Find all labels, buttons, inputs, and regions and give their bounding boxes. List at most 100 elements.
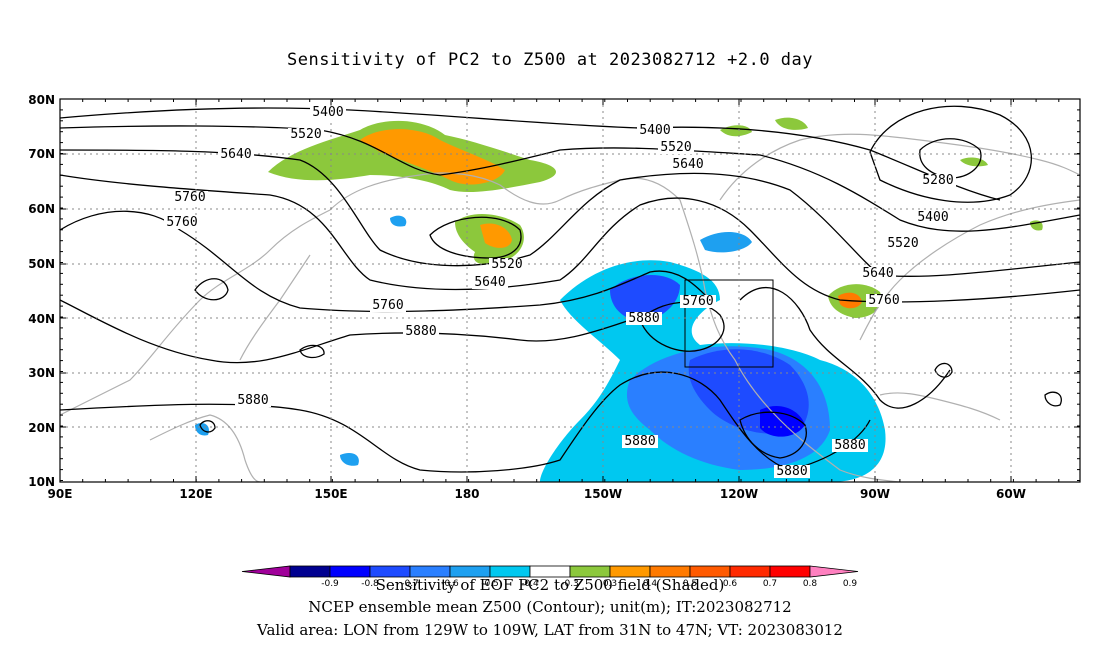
contour-line — [639, 301, 725, 352]
contour-line — [934, 362, 953, 378]
lat-tick-label: 50N — [28, 257, 55, 271]
contour-line — [739, 286, 951, 409]
contour-label: 5520 — [887, 236, 918, 251]
footer-line-1: Sensitivity of EOF PC2 to Z500 field (Sh… — [375, 576, 725, 594]
contour-label-bg — [370, 299, 406, 312]
colorbar-label: 0.5 — [683, 579, 697, 589]
colorbar: -0.9 -0.8 -0.7 -0.6 -0.5 -0.4 -0.3 0.3 0.4 0.5 0.6… — [241, 565, 859, 589]
lat-tick-label: 10N — [28, 475, 55, 489]
colorbar-label: -0.4 — [521, 579, 539, 589]
positive-region — [480, 223, 512, 248]
coastline — [719, 133, 1080, 201]
negative-region — [760, 405, 805, 437]
contour-label: 5760 — [868, 293, 899, 308]
lon-tick-label: 150W — [584, 487, 622, 501]
contour-label: 5880 — [237, 393, 268, 408]
contour-line — [199, 420, 216, 433]
contour-label-bg — [622, 435, 658, 448]
lon-tick-label: 120E — [179, 487, 212, 501]
contour-label: 5640 — [672, 157, 703, 172]
contour-label: 5760 — [372, 298, 403, 313]
colorbar-label: -0.9 — [321, 579, 339, 589]
footer-line-2: NCEP ensemble mean Z500 (Contour); unit(… — [308, 598, 792, 616]
ticks — [59, 98, 1080, 483]
colorbar-label: -0.3 — [561, 579, 579, 589]
contour-label: 5520 — [660, 140, 691, 155]
contour-label: 5280 — [922, 173, 953, 188]
contour-label: 5400 — [917, 210, 948, 225]
lat-tick-label: 70N — [28, 147, 55, 161]
contour-line — [60, 107, 1001, 201]
contour-label: 5400 — [639, 123, 670, 138]
colorbar-label: 0.6 — [723, 579, 738, 589]
colorbar-label: 0.4 — [643, 579, 658, 589]
contour-label: 5760 — [174, 190, 205, 205]
contour-line — [194, 278, 229, 301]
lon-tick-label: 120W — [720, 487, 758, 501]
contour-label-bg — [472, 276, 508, 289]
contour-labels: 5400552056405760576058805880540055205640… — [164, 105, 956, 479]
lat-tick-label: 60N — [28, 202, 55, 216]
plot-frame — [59, 98, 1081, 483]
contour-label: 5520 — [290, 127, 321, 142]
contour-label-bg — [172, 191, 208, 204]
contour-label-bg — [866, 294, 902, 307]
lat-tick-label: 30N — [28, 366, 55, 380]
contour-label: 5880 — [628, 311, 659, 326]
contour-label: 5640 — [220, 147, 251, 162]
colorbar-label: -0.5 — [481, 579, 499, 589]
contour-line — [869, 105, 1033, 203]
colorbar-max-arrow — [809, 565, 859, 578]
coastline — [60, 172, 901, 482]
colorbar-label: -0.7 — [401, 579, 419, 589]
contour-line — [60, 371, 871, 473]
contour-label: 5760 — [166, 215, 197, 230]
lon-tick-label: 180 — [454, 487, 479, 501]
coastline — [879, 392, 1001, 421]
contour-line — [919, 138, 982, 179]
contour-label-bg — [915, 211, 951, 224]
contour-label: 5760 — [682, 294, 713, 309]
contour-line — [429, 216, 522, 259]
lat-tick-label: 40N — [28, 312, 55, 326]
lon-tick-label: 60W — [996, 487, 1026, 501]
valid-area-box — [684, 279, 774, 368]
contour-label-bg — [489, 258, 525, 271]
contour-label-bg — [288, 128, 324, 141]
contour-label-bg — [164, 216, 200, 229]
contour-label-bg — [235, 394, 271, 407]
gridlines — [60, 99, 1080, 482]
colorbar-label: -0.8 — [361, 579, 379, 589]
contour-label: 5640 — [862, 266, 893, 281]
coastlines — [60, 133, 1080, 482]
contour-label-bg — [637, 124, 673, 137]
colorbar-label: 0.9 — [843, 579, 858, 589]
lon-tick-label: 90W — [860, 487, 890, 501]
contour-label-bg — [310, 106, 346, 119]
contour-label: 5400 — [312, 105, 343, 120]
contour-label-bg — [670, 158, 706, 171]
contour-label-bg — [626, 312, 662, 325]
contour-label-bg — [885, 237, 921, 250]
contour-label: 5880 — [405, 324, 436, 339]
lon-tick-label: 90E — [48, 487, 73, 501]
contour-label-bg — [920, 174, 956, 187]
contour-label: 5520 — [491, 257, 522, 272]
map-title: Sensitivity of PC2 to Z500 at 2023082712… — [286, 50, 813, 70]
negative-region — [610, 274, 680, 322]
contour-label-bg — [774, 465, 810, 478]
lat-tick-label: 20N — [28, 421, 55, 435]
contour-line — [60, 299, 631, 364]
contour-label: 5880 — [776, 464, 807, 479]
contour-label-bg — [860, 267, 896, 280]
colorbar-label: 0.7 — [763, 579, 777, 589]
contour-line — [60, 174, 1080, 303]
contour-label: 5640 — [474, 275, 505, 290]
contour-line — [739, 411, 807, 459]
lat-tick-label: 80N — [28, 93, 55, 107]
colorbar-label: -0.6 — [441, 579, 459, 589]
contour-label-bg — [403, 325, 439, 338]
contour-label-bg — [218, 148, 254, 161]
contour-label: 5880 — [624, 434, 655, 449]
